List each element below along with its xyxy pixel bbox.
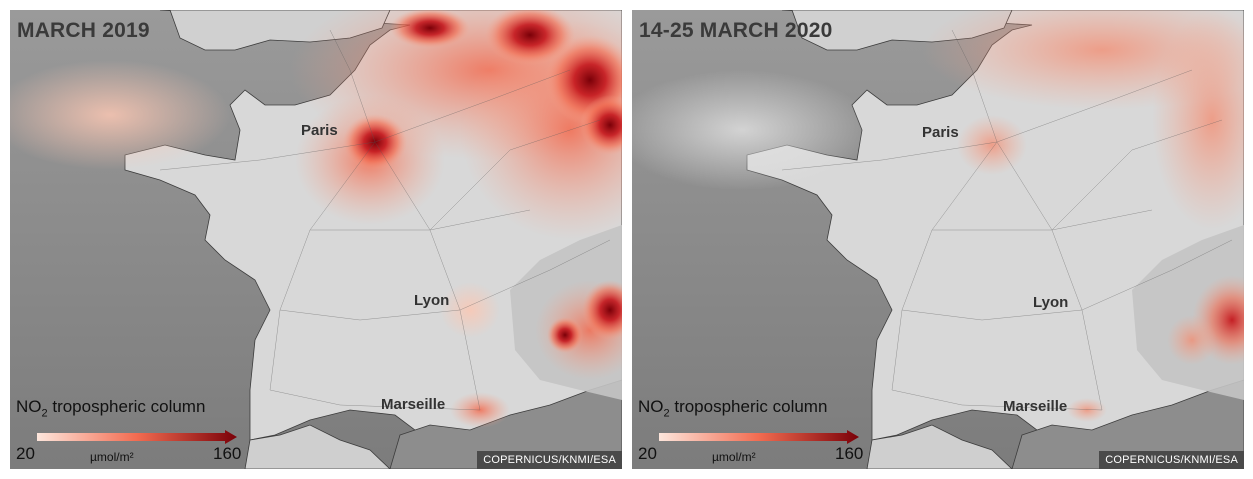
legend-title: NO2 tropospheric column xyxy=(16,397,206,420)
map-panel-2019: MARCH 2019 Paris Lyon Marseille NO2 trop… xyxy=(10,10,622,469)
spain-coast xyxy=(866,424,1013,469)
map-panel-2020: 14-25 MARCH 2020 Paris Lyon Marseille NO… xyxy=(632,10,1244,469)
city-label-paris: Paris xyxy=(301,122,338,139)
no2-map-2020 xyxy=(632,10,1244,469)
legend-title: NO2 tropospheric column xyxy=(638,397,828,420)
city-label-lyon: Lyon xyxy=(1033,294,1069,311)
panel-title: 14-25 MARCH 2020 xyxy=(639,19,833,42)
panel-title: MARCH 2019 xyxy=(17,19,150,42)
image-credit: COPERNICUS/KNMI/ESA xyxy=(477,451,622,469)
road-network xyxy=(781,29,1233,411)
road-network xyxy=(159,29,611,411)
legend-min-value: 20 xyxy=(638,444,657,463)
legend-color-bar xyxy=(37,430,237,444)
legend-unit: µmol/m² xyxy=(90,450,134,464)
legend-max-value: 160 xyxy=(835,444,864,463)
city-label-lyon: Lyon xyxy=(414,292,450,309)
spain-coast xyxy=(244,424,391,469)
legend-max-value: 160 xyxy=(213,444,242,463)
legend-min-value: 20 xyxy=(16,444,35,463)
no2-map-2019 xyxy=(10,10,622,469)
city-label-paris: Paris xyxy=(922,124,959,141)
mediterranean xyxy=(1011,379,1244,469)
image-credit: COPERNICUS/KNMI/ESA xyxy=(1099,451,1244,469)
legend-unit: µmol/m² xyxy=(712,450,756,464)
city-label-marseille: Marseille xyxy=(1003,398,1068,415)
mediterranean xyxy=(389,379,622,469)
city-label-marseille: Marseille xyxy=(381,396,446,413)
legend-color-bar xyxy=(659,430,859,444)
